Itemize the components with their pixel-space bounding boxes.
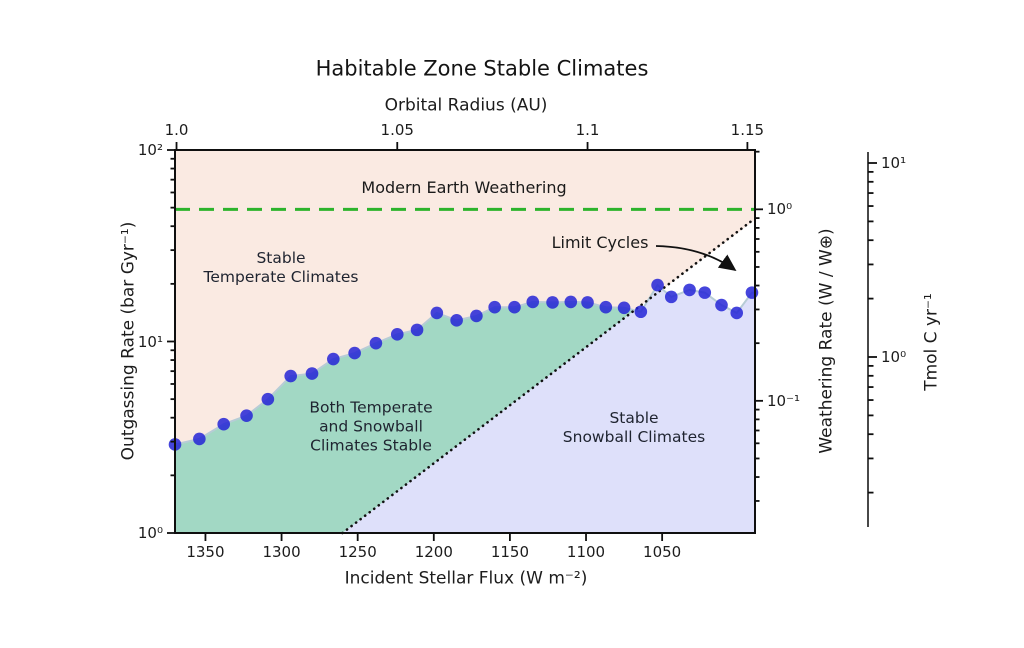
data-point <box>651 278 664 292</box>
far-right-tick-label: 10⁰ <box>881 347 907 366</box>
region-label-both-line2: and Snowball <box>319 417 423 436</box>
snowball-boundary-dotted <box>341 218 755 535</box>
data-point <box>745 286 759 299</box>
data-point <box>305 367 319 380</box>
left-axis-label: Outgassing Rate (bar Gyr⁻¹) <box>118 221 139 461</box>
modern-earth-weathering-label: Modern Earth Weathering <box>361 178 567 198</box>
region-label-temperate: Stable Temperate Climates <box>204 249 359 287</box>
data-point <box>715 298 728 312</box>
data-point <box>581 296 594 309</box>
data-point <box>261 392 275 406</box>
region-label-temperate-line1: Stable <box>256 249 306 267</box>
x-top-tick-label: 1.05 <box>380 120 414 139</box>
data-point <box>327 352 340 366</box>
region-label-snowball-line1: Stable <box>609 409 659 427</box>
region-label-both-line3: Climates Stable <box>310 436 432 455</box>
region-label-both: Both Temperate and Snowball Climates Sta… <box>309 399 432 456</box>
data-point <box>470 309 483 323</box>
region-stable-temperate <box>175 150 755 445</box>
data-point <box>217 417 231 431</box>
data-point <box>664 290 678 304</box>
x-bottom-tick-label: 1150 <box>490 542 529 561</box>
x-top-tick-label: 1.15 <box>730 120 765 139</box>
data-point <box>488 300 501 314</box>
y-left-tick-label: 10⁰ <box>137 523 163 542</box>
top-axis-label: Orbital Radius (AU) <box>384 95 548 116</box>
x-bottom-tick-label: 1100 <box>566 542 606 561</box>
data-point <box>369 336 383 350</box>
data-points <box>168 278 759 451</box>
data-point <box>546 296 559 309</box>
region-both-stable <box>175 301 635 533</box>
data-point <box>599 300 613 314</box>
x-bottom-tick-label: 1350 <box>186 542 225 561</box>
region-stable-snowball <box>342 285 755 533</box>
data-point <box>698 286 712 299</box>
right-axis-label: Weathering Rate (W / W⊕) <box>816 228 837 454</box>
region-label-temperate-line2: Temperate Climates <box>203 268 359 286</box>
data-point <box>450 314 463 327</box>
y-left-tick-label: 10¹ <box>137 332 163 351</box>
data-point <box>348 346 361 360</box>
data-point <box>193 432 206 446</box>
chart-title: Habitable Zone Stable Climates <box>315 56 649 81</box>
x-top-tick-label: 1.0 <box>164 120 189 139</box>
x-bottom-tick-label: 1050 <box>643 542 682 561</box>
x-bottom-tick-label: 1200 <box>414 542 453 561</box>
data-point <box>410 323 424 337</box>
far-right-tick-label: 10¹ <box>881 153 907 172</box>
region-label-snowball: Stable Snowball Climates <box>563 409 705 447</box>
x-top-tick-label: 1.1 <box>575 120 600 139</box>
data-point <box>284 369 297 383</box>
x-bottom-tick-label: 1300 <box>262 542 301 561</box>
data-point <box>564 295 578 309</box>
region-label-snowball-line2: Snowball Climates <box>562 428 706 446</box>
bottom-axis-label: Incident Stellar Flux (W m⁻²) <box>344 568 588 589</box>
limit-cycles-label: Limit Cycles <box>551 233 649 253</box>
data-point <box>683 283 696 297</box>
snowball-dotted-line <box>341 218 755 535</box>
data-point <box>526 295 540 309</box>
limit-cycles-arrow <box>655 245 737 272</box>
data-point <box>634 305 648 319</box>
data-point <box>430 306 444 320</box>
data-point <box>508 300 521 314</box>
data-point <box>390 328 404 341</box>
data-point <box>617 301 631 315</box>
x-bottom-tick-label: 1250 <box>338 542 377 561</box>
region-label-both-line1: Both Temperate <box>309 398 433 417</box>
data-point <box>730 306 744 320</box>
data-point <box>240 409 253 422</box>
axes-and-ticks <box>167 142 877 541</box>
far-right-axis-label: Tmol C yr⁻¹ <box>921 293 942 391</box>
y-right-tick-label: 10⁰ <box>767 200 793 219</box>
y-right-tick-label: 10⁻¹ <box>767 391 801 410</box>
region-fills <box>175 150 755 533</box>
y-left-tick-label: 10² <box>137 140 163 159</box>
